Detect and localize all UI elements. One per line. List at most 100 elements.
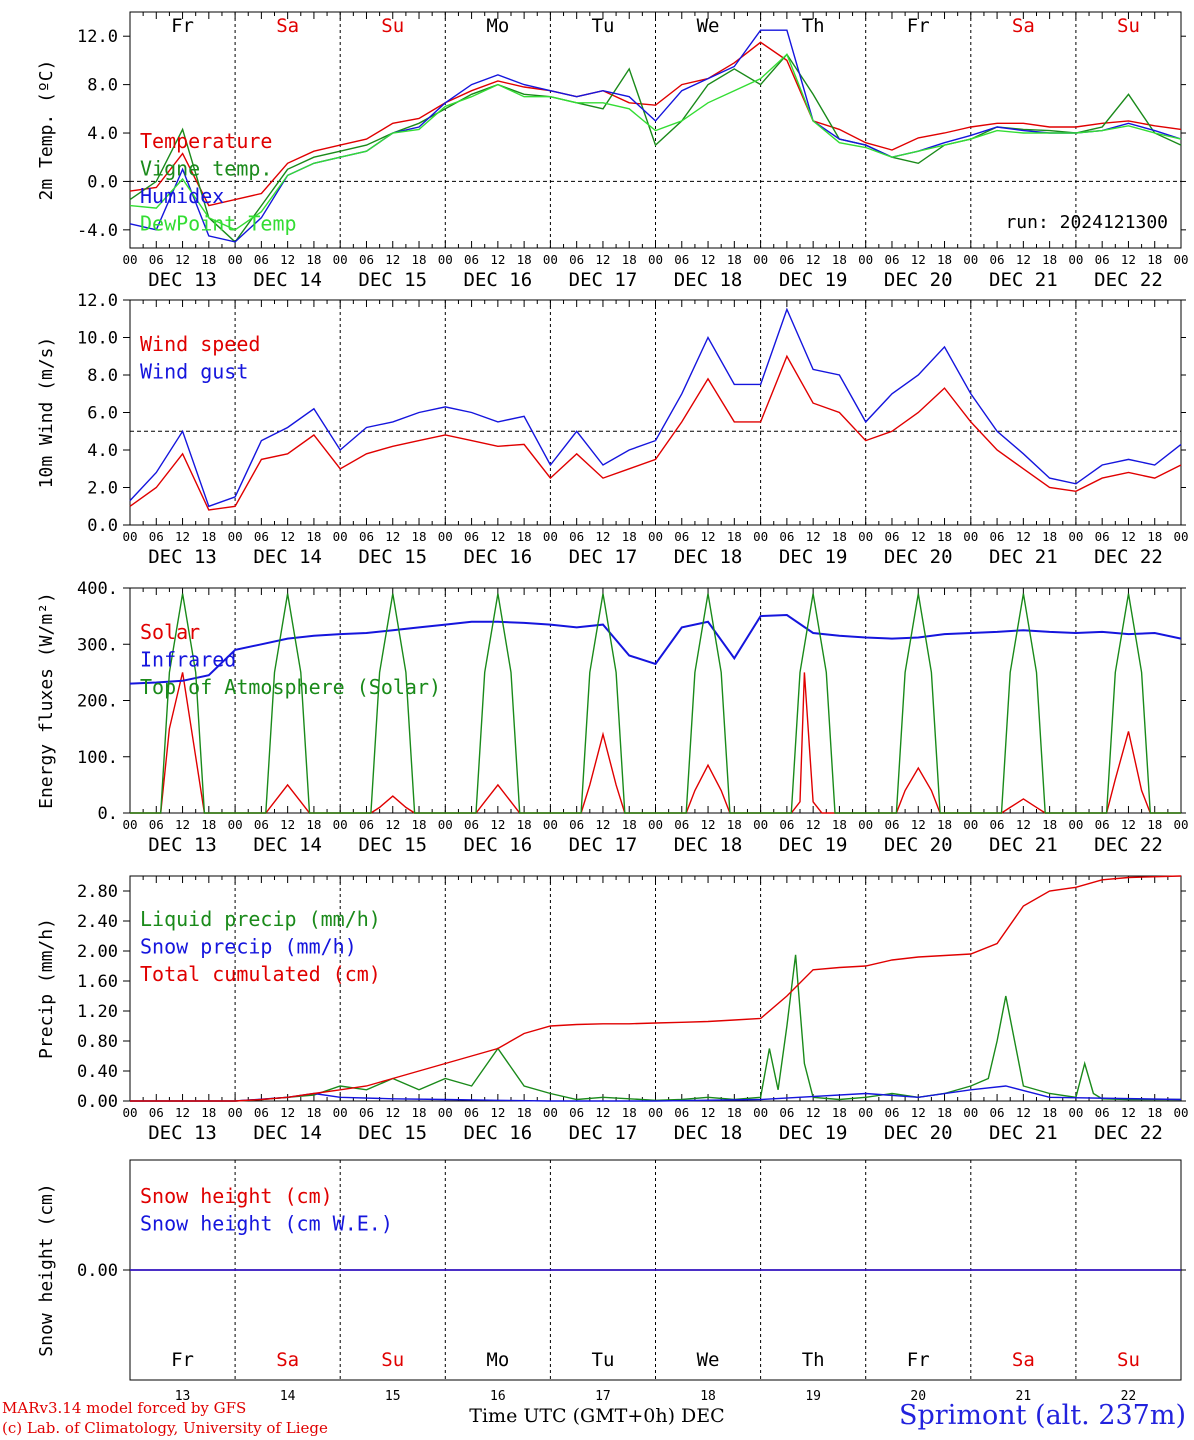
- hour-tick-label: 12: [595, 817, 610, 832]
- date-label: DEC 17: [569, 269, 638, 291]
- weekday-label: Fr: [907, 15, 930, 37]
- hour-tick-label: 06: [779, 1105, 794, 1120]
- hour-tick-label: 06: [569, 817, 584, 832]
- y-tick-label: 300.: [77, 635, 118, 655]
- bottom-weekday-label: Sa: [1012, 1349, 1035, 1371]
- date-label: DEC 14: [253, 1122, 322, 1144]
- hour-tick-label: 12: [1121, 529, 1136, 544]
- date-label: DEC 13: [148, 269, 217, 291]
- date-label: DEC 13: [148, 546, 217, 568]
- y-tick-label: 400.: [77, 579, 118, 599]
- hour-tick-label: 12: [1121, 1105, 1136, 1120]
- series-line-wind-speed: [129, 354, 1182, 511]
- hour-tick-label: 18: [1147, 252, 1162, 267]
- hour-tick-label: 00: [858, 252, 873, 267]
- date-label: DEC 17: [569, 834, 638, 856]
- y-tick-label: 10.0: [77, 329, 118, 349]
- hour-tick-label: 12: [385, 529, 400, 544]
- hour-tick-label: 18: [1042, 817, 1057, 832]
- hour-tick-label: 18: [622, 1105, 637, 1120]
- hour-tick-label: 06: [779, 252, 794, 267]
- day-number-label: 17: [595, 1389, 611, 1404]
- hour-tick-label: 12: [175, 817, 190, 832]
- bottom-weekday-label: Su: [381, 1349, 404, 1371]
- legend-entry: Wind gust: [140, 360, 248, 384]
- hour-tick-label: 12: [701, 252, 716, 267]
- y-axis-label: 10m Wind (m/s): [36, 337, 57, 489]
- legend-entry: Wind speed: [140, 332, 260, 356]
- hour-tick-label: 12: [175, 529, 190, 544]
- hour-tick-label: 12: [175, 252, 190, 267]
- hour-tick-label: 00: [438, 817, 453, 832]
- hour-tick-label: 12: [280, 252, 295, 267]
- y-tick-label: 8.0: [87, 76, 118, 96]
- bottom-weekday-label: Su: [1117, 1349, 1140, 1371]
- hour-tick-label: 00: [122, 817, 137, 832]
- hour-tick-label: 00: [753, 1105, 768, 1120]
- hour-tick-label: 18: [201, 252, 216, 267]
- date-label: DEC 15: [358, 834, 427, 856]
- legend-entry: DewPoint Temp: [140, 212, 297, 236]
- date-label: DEC 21: [989, 1122, 1058, 1144]
- weekday-label: Th: [802, 15, 825, 37]
- hour-tick-label: 06: [254, 252, 269, 267]
- hour-tick-label: 18: [1042, 252, 1057, 267]
- date-label: DEC 22: [1094, 834, 1163, 856]
- day-number-label: 22: [1121, 1389, 1137, 1404]
- series-line-dewpoint-temp: [129, 53, 1182, 231]
- y-axis-label: Energy fluxes (W/m²): [36, 592, 57, 809]
- weekday-label: Tu: [592, 15, 615, 37]
- day-number-label: 15: [385, 1389, 401, 1404]
- hour-tick-label: 12: [1016, 1105, 1031, 1120]
- y-axis-label: 2m Temp. (ºC): [36, 60, 57, 201]
- hour-tick-label: 06: [254, 529, 269, 544]
- hour-tick-label: 00: [1173, 529, 1188, 544]
- hour-tick-label: 18: [517, 529, 532, 544]
- series-line-temperature: [129, 41, 1182, 207]
- bottom-weekday-label: Mo: [486, 1349, 509, 1371]
- series-line-wind-gust: [129, 307, 1182, 508]
- y-tick-label: 2.00: [77, 942, 118, 962]
- date-label: DEC 16: [464, 834, 533, 856]
- panel-1: 00 06 12 18 00 06 12 18 00 06 12 18 00 06 12 18 00 06 12 18…: [36, 11, 1189, 291]
- hour-tick-label: 00: [228, 529, 243, 544]
- hour-tick-label: 06: [254, 1105, 269, 1120]
- date-label: DEC 16: [464, 269, 533, 291]
- hour-tick-label: 18: [411, 817, 426, 832]
- hour-tick-label: 12: [1016, 252, 1031, 267]
- y-tick-label: 200.: [77, 692, 118, 712]
- date-label: DEC 22: [1094, 546, 1163, 568]
- hour-tick-label: 06: [884, 529, 899, 544]
- date-label: DEC 20: [884, 269, 953, 291]
- hour-tick-label: 12: [490, 252, 505, 267]
- date-label: DEC 16: [464, 546, 533, 568]
- hour-tick-label: 00: [333, 252, 348, 267]
- weekday-label: Sa: [276, 15, 299, 37]
- bottom-weekday-label: Tu: [592, 1349, 615, 1371]
- hour-tick-label: 18: [517, 817, 532, 832]
- hour-tick-label: 00: [648, 529, 663, 544]
- run-label: run: 2024121300: [1005, 212, 1168, 233]
- plot-frame: [129, 587, 1182, 814]
- hour-tick-label: 12: [911, 252, 926, 267]
- hour-tick-label: 06: [254, 817, 269, 832]
- hour-tick-label: 12: [595, 529, 610, 544]
- hour-tick-label: 12: [701, 529, 716, 544]
- y-tick-label: 12.0: [77, 291, 118, 311]
- date-label: DEC 13: [148, 834, 217, 856]
- date-label: DEC 13: [148, 1122, 217, 1144]
- date-label: DEC 17: [569, 546, 638, 568]
- date-label: DEC 19: [779, 834, 848, 856]
- hour-tick-label: 12: [806, 529, 821, 544]
- hour-tick-label: 18: [1042, 529, 1057, 544]
- hour-tick-label: 06: [674, 529, 689, 544]
- hour-tick-label: 18: [937, 252, 952, 267]
- day-number-label: 14: [280, 1389, 296, 1404]
- hour-tick-label: 18: [1147, 1105, 1162, 1120]
- hour-tick-label: 06: [1095, 252, 1110, 267]
- hour-tick-label: 06: [990, 817, 1005, 832]
- weekday-label: Sa: [1012, 15, 1035, 37]
- hour-tick-label: 06: [884, 817, 899, 832]
- weekday-label: Su: [381, 15, 404, 37]
